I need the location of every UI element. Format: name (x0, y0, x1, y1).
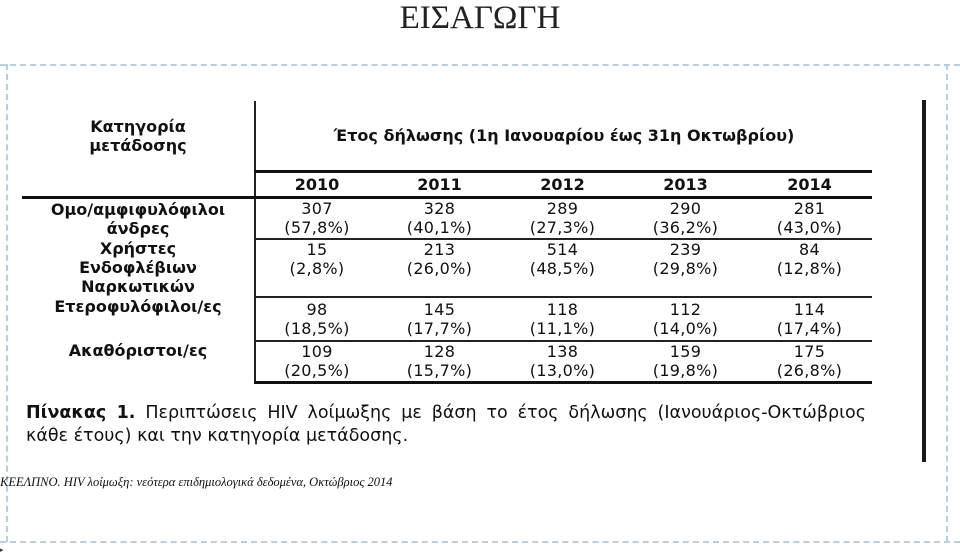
value-cell: 98 (18,5%) (255, 297, 378, 342)
value-cell: 281 (43,0%) (747, 197, 872, 240)
value-cell: 514 (48,5%) (501, 239, 624, 298)
value-cell: 175 (26,8%) (747, 341, 872, 384)
value-cell: 114 (17,4%) (747, 297, 872, 342)
table-row: Χρήστες Ενδοφλέβιων Ναρκωτικών 15 (2,8%) … (22, 239, 872, 298)
table-row: Ακαθόριστοι/ες 109 (20,5%) 128 (15,7%) 138… (22, 341, 872, 384)
year-header: 2011 (378, 169, 501, 199)
table-caption: Πίνακας 1. Περιπτώσεις HIV λοίμωξης με β… (26, 402, 866, 448)
value-cell: 118 (11,1%) (501, 297, 624, 342)
value-cell: 138 (13,0%) (501, 341, 624, 384)
year-header: 2010 (254, 169, 378, 199)
source-citation: ΚΕΕΛΠΝΟ. HIV λοίμωξη: νεότερα επιδημιολο… (0, 475, 393, 489)
category-cell: Ακαθόριστοι/ες (22, 341, 256, 382)
table-row: Ομο/αμφιφυλόφιλοι άνδρες 307 (57,8%) 328(… (22, 197, 872, 240)
value-cell: 213 (26,0%) (378, 239, 501, 298)
category-cell: Χρήστες Ενδοφλέβιων Ναρκωτικών (22, 239, 256, 297)
image-edge-bar (922, 100, 926, 462)
year-header: 2014 (747, 169, 872, 199)
value-cell: 84 (12,8%) (747, 239, 872, 298)
category-cell: Ομο/αμφιφυλόφιλοι άνδρες (22, 197, 256, 239)
frame-right-dashed-line (946, 64, 948, 542)
value-cell: 328 (40,1%) (378, 197, 501, 240)
value-cell: 289 (27,3%) (501, 197, 624, 240)
category-header: Κατηγορία μετάδοσης (22, 101, 256, 171)
slide-title: ΕΙΣΑΓΩΓΗ (399, 0, 561, 36)
caption-text: Περιπτώσεις HIV λοίμωξης με βάση το έτος… (26, 403, 866, 446)
caption-label: Πίνακας 1. (26, 403, 136, 423)
value-cell: 159 (19,8%) (624, 341, 747, 384)
value-cell: 290 (36,2%) (624, 197, 747, 240)
category-cell: Ετεροφυλόφιλοι/ες (22, 297, 256, 341)
value-cell: 15 (2,8%) (255, 239, 378, 298)
value-cell: 128 (15,7%) (378, 341, 501, 384)
category-header-spacer (22, 171, 256, 199)
bullet-marker-icon: ▸ (0, 546, 4, 554)
value-cell: 239 (29,8%) (624, 239, 747, 298)
table-row: Ετεροφυλόφιλοι/ες 98 (18,5%) 145 (17,7%) 1… (22, 297, 872, 342)
value-cell: 145 (17,7%) (378, 297, 501, 342)
value-cell: 109 (20,5%) (255, 341, 378, 384)
hiv-cases-table: Κατηγορία μετάδοσης Έτος δήλωσης (1η Ιαν… (22, 101, 872, 384)
frame-bottom-dashed-line (0, 541, 960, 543)
year-group-header: Έτος δήλωσης (1η Ιανουαρίου έως 31η Οκτω… (333, 125, 795, 145)
value-cell: 112 (14,0%) (624, 297, 747, 342)
year-header: 2013 (624, 169, 747, 199)
value-cell: 307 (57,8%) (255, 197, 378, 240)
year-header: 2012 (501, 169, 624, 199)
frame-top-dashed-line (0, 64, 960, 66)
frame-left-dashed-line (6, 64, 8, 542)
